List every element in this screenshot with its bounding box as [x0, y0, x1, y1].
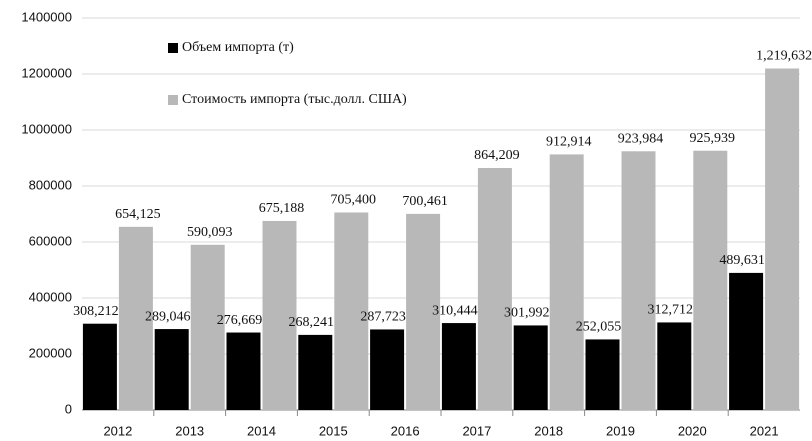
y-tick-label: 200000: [29, 345, 72, 360]
legend-swatch: [168, 95, 178, 105]
bar: [262, 220, 297, 410]
bar: [513, 325, 548, 410]
value-label: 675,188: [259, 201, 305, 216]
value-label: 705,400: [331, 193, 377, 208]
y-tick-label: 1400000: [21, 9, 72, 24]
bar: [549, 154, 584, 410]
bar: [82, 323, 117, 410]
value-label: 276,669: [217, 313, 263, 328]
value-label: 654,125: [115, 207, 161, 222]
bar: [406, 213, 441, 410]
x-tick-label: 2018: [534, 423, 563, 438]
bar: [765, 68, 800, 410]
x-tick-label: 2016: [391, 423, 420, 438]
bar: [154, 329, 189, 410]
bar: [118, 226, 153, 410]
y-tick-label: 400000: [29, 289, 72, 304]
bar: [477, 168, 512, 410]
value-label: 1,219,632: [756, 49, 812, 64]
bar: [585, 339, 620, 410]
x-tick-label: 2014: [247, 423, 276, 438]
value-label: 925,939: [690, 131, 736, 146]
value-label: 312,712: [648, 303, 694, 318]
legend-label: Стоимость импорта (тыс.долл. США): [182, 92, 407, 107]
bar: [621, 151, 656, 410]
value-label: 308,212: [73, 304, 119, 319]
y-tick-label: 1200000: [21, 65, 72, 80]
x-tick-label: 2019: [606, 423, 635, 438]
value-label: 287,723: [360, 310, 406, 325]
y-tick-label: 0: [65, 401, 72, 416]
value-label: 864,209: [474, 148, 520, 163]
value-label: 489,631: [719, 253, 765, 268]
value-label: 301,992: [504, 306, 550, 321]
bar: [370, 329, 405, 410]
bar: [657, 322, 692, 410]
x-tick-label: 2013: [175, 423, 204, 438]
value-label: 590,093: [187, 225, 233, 240]
value-label: 289,046: [145, 309, 191, 324]
bar: [334, 212, 369, 410]
x-tick-label: 2012: [103, 423, 132, 438]
value-label: 310,444: [432, 303, 478, 318]
y-tick-label: 800000: [29, 177, 72, 192]
value-label: 268,241: [289, 315, 335, 330]
legend-swatch: [168, 43, 178, 53]
value-label: 700,461: [402, 194, 448, 209]
x-tick-label: 2017: [462, 423, 491, 438]
bar: [693, 150, 728, 411]
value-label: 912,914: [546, 135, 592, 150]
x-tick-label: 2020: [678, 423, 707, 438]
legend-label: Объем импорта (т): [182, 40, 294, 55]
value-label: 923,984: [618, 132, 664, 147]
bar: [298, 334, 333, 410]
x-tick-label: 2021: [750, 423, 779, 438]
y-tick-label: 1000000: [21, 121, 72, 136]
value-label: 252,055: [576, 320, 622, 335]
x-tick-label: 2015: [319, 423, 348, 438]
bar: [226, 332, 261, 410]
y-tick-label: 600000: [29, 233, 72, 248]
bar: [729, 272, 764, 410]
bar: [441, 323, 476, 410]
bar: [190, 244, 225, 410]
